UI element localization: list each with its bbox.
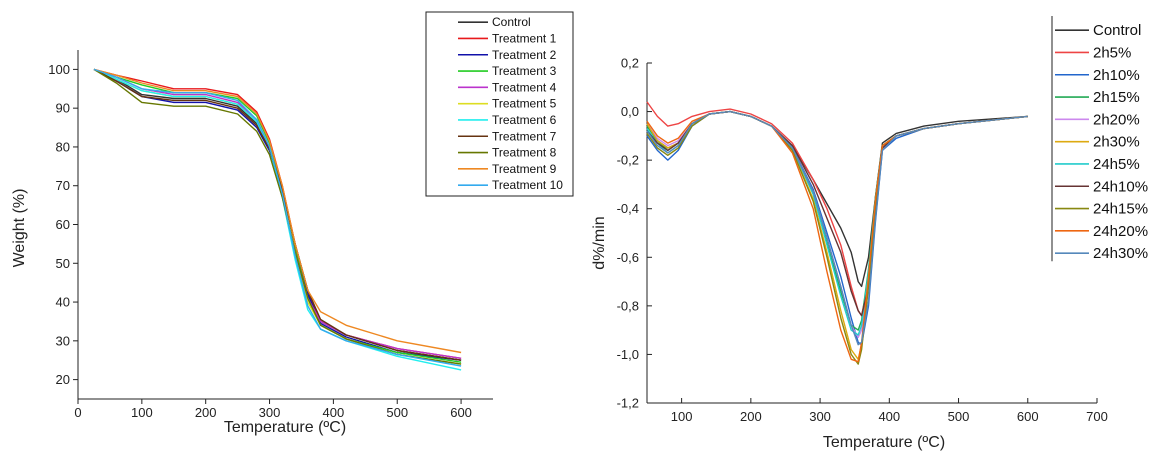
- deriv-series-line: [646, 110, 1028, 363]
- weight-x-tick-label: 400: [323, 405, 345, 420]
- weight-series-line: [93, 68, 462, 361]
- deriv-series-line: [646, 110, 1028, 346]
- deriv-y-tick-label: -0,4: [617, 201, 639, 216]
- weight-legend-label: Treatment 7: [492, 129, 557, 143]
- weight-series-line: [93, 68, 462, 359]
- weight-series-line: [93, 68, 462, 371]
- deriv-x-tick-label: 700: [1086, 409, 1108, 424]
- weight-legend-label: Treatment 1: [492, 31, 557, 45]
- weight-x-tick-label: 600: [450, 405, 472, 420]
- weight-series-line: [93, 68, 462, 361]
- deriv-y-tick-label: -0,6: [617, 250, 639, 265]
- deriv-x-tick-label: 100: [671, 409, 693, 424]
- weight-y-axis-label: Weight (%): [11, 189, 28, 268]
- weight-y-tick-label: 60: [56, 217, 70, 232]
- weight-y-tick-label: 30: [56, 333, 70, 348]
- weight-legend-label: Treatment 4: [492, 80, 557, 94]
- deriv-legend-label: 2h30%: [1093, 134, 1140, 151]
- weight-series-line: [93, 68, 462, 365]
- deriv-x-axis-label: Temperature (ºC): [823, 434, 945, 451]
- deriv-legend-label: 2h20%: [1093, 111, 1140, 128]
- deriv-x-tick-label: 500: [948, 409, 970, 424]
- deriv-legend-label: 24h30%: [1093, 245, 1148, 262]
- deriv-y-tick-label: -0,2: [617, 153, 639, 168]
- weight-y-tick-label: 80: [56, 139, 70, 154]
- weight-y-tick-label: 100: [48, 62, 70, 77]
- deriv-legend-label: 24h20%: [1093, 223, 1148, 240]
- weight-series-line: [93, 68, 462, 367]
- weight-series-line: [93, 68, 462, 359]
- weight-legend-label: Treatment 10: [492, 178, 563, 192]
- weight-series-line: [93, 68, 462, 361]
- weight-y-tick-label: 70: [56, 178, 70, 193]
- deriv-series-line: [646, 110, 1028, 288]
- weight-series-line: [93, 68, 462, 363]
- weight-y-tick-label: 50: [56, 256, 70, 271]
- deriv-y-tick-label: 0,0: [621, 104, 639, 119]
- deriv-x-tick-label: 400: [878, 409, 900, 424]
- deriv-legend-label: 2h10%: [1093, 67, 1140, 84]
- weight-x-tick-label: 200: [195, 405, 217, 420]
- deriv-y-tick-label: -0,8: [617, 298, 639, 313]
- weight-y-tick-label: 90: [56, 101, 70, 116]
- deriv-y-tick-label: -1,0: [617, 347, 639, 362]
- deriv-x-tick-label: 600: [1017, 409, 1039, 424]
- deriv-y-axis-label: d%/min: [591, 216, 608, 269]
- weight-legend-label: Treatment 5: [492, 97, 557, 111]
- deriv-x-tick-label: 300: [809, 409, 831, 424]
- deriv-y-tick-label: -1,2: [617, 396, 639, 411]
- weight-legend-box: [425, 11, 574, 197]
- deriv-legend-label: 2h15%: [1093, 89, 1140, 106]
- weight-series-line: [93, 68, 462, 354]
- weight-series-line: [93, 68, 462, 365]
- weight-legend-label: Treatment 6: [492, 113, 557, 127]
- weight-x-tick-label: 100: [131, 405, 153, 420]
- weight-legend-label: Treatment 8: [492, 146, 557, 160]
- deriv-legend-label: 24h10%: [1093, 178, 1148, 195]
- deriv-y-tick-label: 0,2: [621, 56, 639, 71]
- deriv-legend-label: 2h5%: [1093, 44, 1131, 61]
- deriv-x-tick-label: 200: [740, 409, 762, 424]
- weight-legend-label: Control: [492, 15, 531, 29]
- weight-legend-label: Treatment 2: [492, 48, 557, 62]
- weight-x-tick-label: 0: [74, 405, 81, 420]
- weight-legend-label: Treatment 3: [492, 64, 557, 78]
- deriv-legend-label: 24h5%: [1093, 156, 1140, 173]
- weight-x-tick-label: 300: [259, 405, 281, 420]
- weight-x-axis-label: Temperature (ºC): [224, 419, 346, 436]
- weight-y-tick-label: 40: [56, 295, 70, 310]
- weight-y-tick-label: 20: [56, 372, 70, 387]
- weight-x-tick-label: 500: [386, 405, 408, 420]
- deriv-legend-label: 24h15%: [1093, 201, 1148, 218]
- deriv-series-line: [646, 110, 1028, 346]
- deriv-legend-label: Control: [1093, 22, 1141, 39]
- weight-legend-label: Treatment 9: [492, 162, 557, 176]
